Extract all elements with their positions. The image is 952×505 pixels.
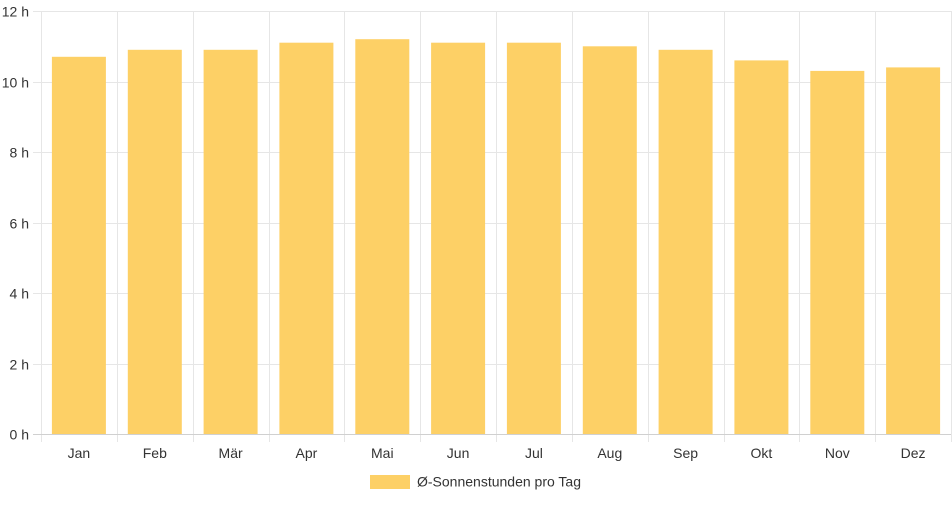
- y-tick-label: 12 h: [2, 4, 29, 20]
- axes: 0 h 2 h 4 h 6 h 8 h 10 h 12 h Jan Feb Mär Apr Mai Ju…: [2, 4, 951, 461]
- legend[interactable]: Ø-Sonnenstunden pro Tag: [370, 474, 581, 490]
- bars: [51, 39, 941, 435]
- bar-feb[interactable]: [127, 49, 182, 435]
- y-tick-label: 6 h: [10, 216, 29, 232]
- bar-okt[interactable]: [734, 60, 789, 435]
- bar-mär[interactable]: [203, 49, 258, 435]
- x-tick-label: Mai: [371, 445, 394, 461]
- x-tick-label: Jul: [525, 445, 543, 461]
- legend-label: Ø-Sonnenstunden pro Tag: [417, 474, 581, 490]
- y-tick-label: 10 h: [2, 75, 29, 91]
- bar-apr[interactable]: [279, 42, 334, 434]
- x-tick-label: Apr: [296, 445, 318, 461]
- bar-jun[interactable]: [431, 42, 486, 434]
- bar-nov[interactable]: [810, 70, 865, 435]
- x-tick-label: Aug: [597, 445, 622, 461]
- x-tick-label: Mär: [219, 445, 243, 461]
- x-tick-label: Dez: [901, 445, 926, 461]
- x-tick-label: Feb: [143, 445, 167, 461]
- x-tick-label: Sep: [673, 445, 698, 461]
- y-tick-label: 0 h: [10, 427, 29, 443]
- x-tick-label: Okt: [751, 445, 773, 461]
- grid: [33, 11, 952, 442]
- y-tick-label: 2 h: [10, 357, 29, 373]
- y-tick-label: 8 h: [10, 145, 29, 161]
- x-tick-label: Jun: [447, 445, 470, 461]
- bar-mai[interactable]: [355, 39, 410, 434]
- bar-aug[interactable]: [582, 46, 637, 435]
- legend-swatch: [370, 475, 410, 489]
- bar-sep[interactable]: [658, 49, 713, 435]
- y-tick-label: 4 h: [10, 286, 29, 302]
- bar-dez[interactable]: [886, 67, 941, 435]
- x-tick-label: Nov: [825, 445, 850, 461]
- bar-jul[interactable]: [506, 42, 561, 434]
- x-tick-label: Jan: [68, 445, 91, 461]
- bar-jan[interactable]: [51, 56, 106, 435]
